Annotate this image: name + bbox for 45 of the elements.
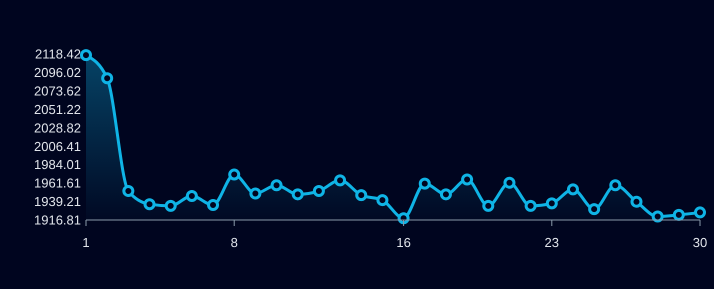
y-tick-label: 2118.42 xyxy=(34,46,81,62)
point xyxy=(228,168,240,181)
point xyxy=(418,178,431,190)
y-tick-label: 1961.61 xyxy=(34,176,81,191)
y-tick-label: 2051.22 xyxy=(34,102,81,117)
point xyxy=(270,179,283,192)
y-tick-label: 1939.21 xyxy=(34,194,81,210)
point xyxy=(355,189,368,202)
point xyxy=(101,72,114,84)
x-tick-label: 8 xyxy=(230,235,238,250)
point xyxy=(461,174,474,186)
x-tick-label: 30 xyxy=(692,235,708,250)
point xyxy=(503,176,516,189)
point xyxy=(524,200,537,212)
point xyxy=(546,197,558,210)
point xyxy=(334,174,346,186)
point xyxy=(630,196,642,208)
y-tick-label: 2028.82 xyxy=(34,120,81,136)
point xyxy=(652,210,664,223)
point xyxy=(694,206,706,218)
point xyxy=(292,188,304,200)
y-tick-label: 2073.62 xyxy=(34,83,81,98)
point xyxy=(588,203,600,216)
point xyxy=(144,198,156,210)
point xyxy=(398,212,410,224)
y-tick-label: 1916.81 xyxy=(34,212,81,228)
y-tick-label: 1984.01 xyxy=(34,157,81,172)
point xyxy=(609,179,622,192)
point xyxy=(122,185,134,198)
x-tick-label: 23 xyxy=(544,235,560,250)
point xyxy=(376,194,388,206)
point xyxy=(672,208,685,221)
point xyxy=(440,188,452,200)
point xyxy=(207,199,220,212)
point xyxy=(164,200,177,212)
point xyxy=(249,187,262,200)
point xyxy=(80,49,92,62)
x-tick-label: 16 xyxy=(396,235,411,250)
point xyxy=(566,183,579,196)
y-tick-label: 2096.02 xyxy=(34,64,81,80)
point xyxy=(186,190,198,202)
point xyxy=(482,200,494,212)
y-tick-label: 2006.41 xyxy=(34,138,81,154)
point xyxy=(312,185,325,198)
x-tick-label: 1 xyxy=(82,235,90,250)
